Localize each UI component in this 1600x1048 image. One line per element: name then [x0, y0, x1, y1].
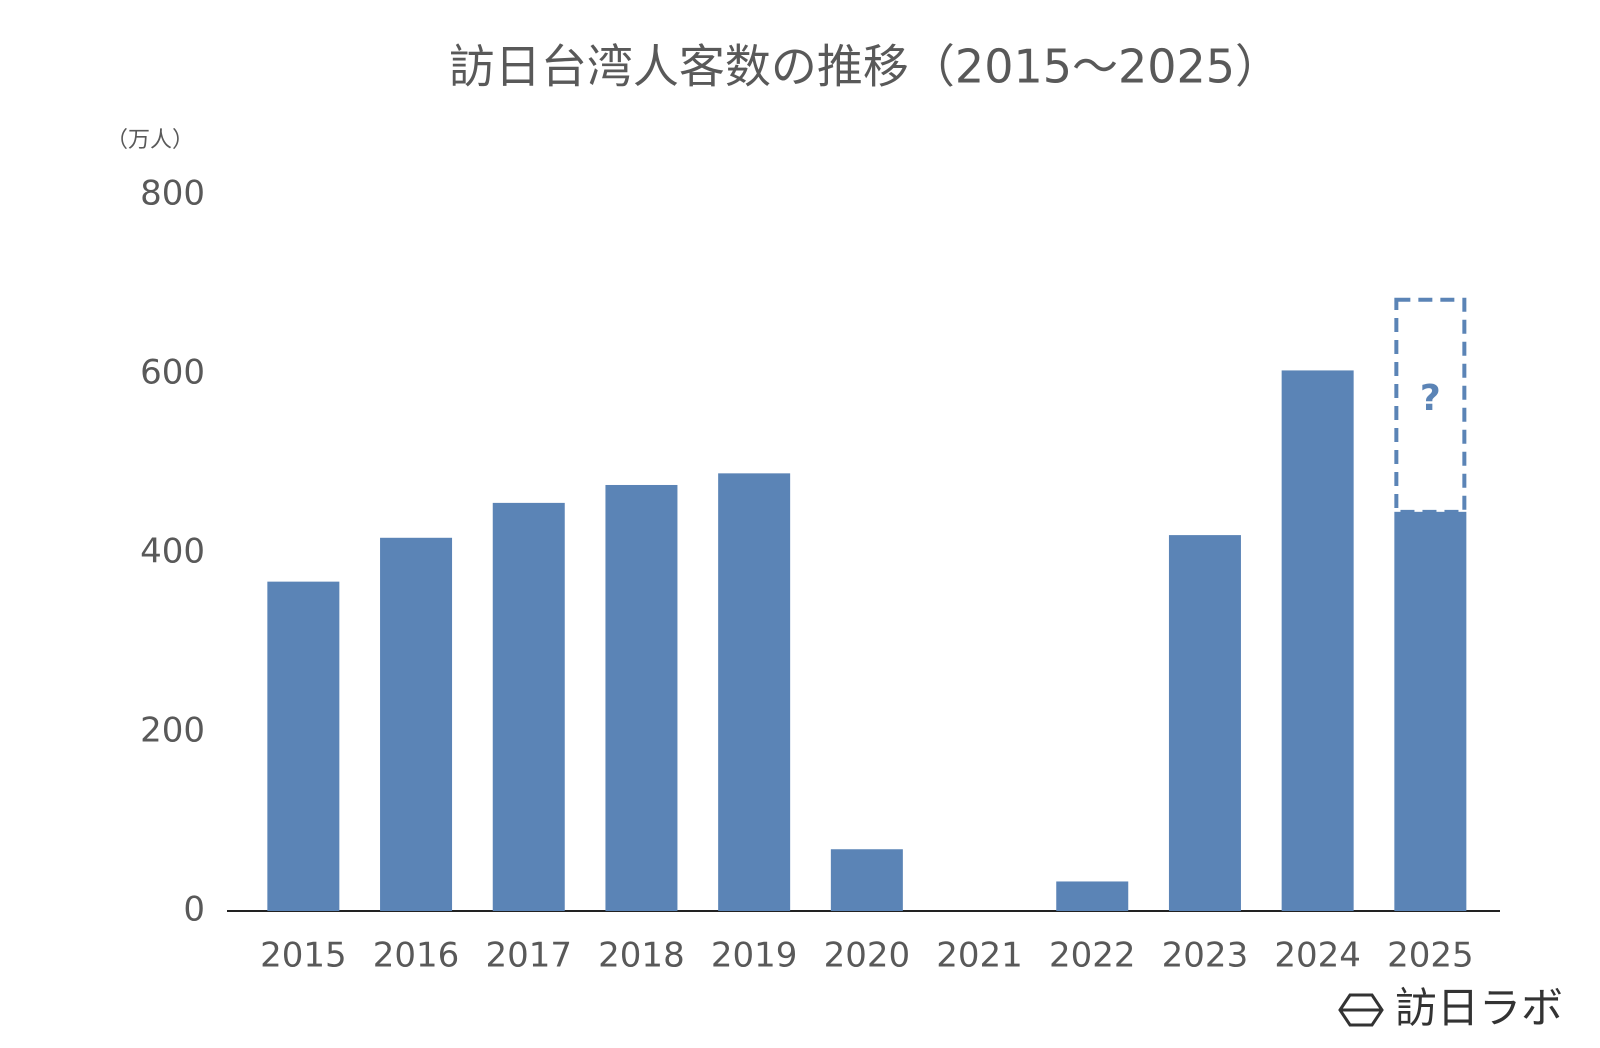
- x-tick-label: 2015: [260, 936, 347, 976]
- x-tick-label: 2023: [1162, 936, 1249, 976]
- bar: [830, 849, 903, 911]
- x-tick-label: 2020: [824, 936, 911, 976]
- logo-text: 訪日ラボ: [1395, 984, 1563, 1033]
- x-tick-label: 2024: [1274, 936, 1361, 976]
- bar: [492, 502, 565, 911]
- bar: [380, 537, 453, 911]
- y-tick-label: 800: [140, 174, 205, 214]
- y-tick-label: 400: [140, 532, 205, 572]
- chart-title: 訪日台湾人客数の推移（2015～2025）: [449, 40, 1281, 94]
- x-tick-label: 2017: [485, 936, 572, 976]
- x-tick-label: 2021: [936, 936, 1023, 976]
- bar: [267, 581, 340, 911]
- bar: [605, 484, 678, 911]
- y-tick-label: 200: [140, 711, 205, 751]
- x-tick-label: 2025: [1387, 936, 1474, 976]
- x-tick-label: 2018: [598, 936, 685, 976]
- bar: [718, 473, 791, 911]
- y-axis-label: （万人）: [106, 128, 194, 153]
- bar: [1394, 511, 1467, 911]
- bar: [1281, 370, 1354, 911]
- projection-label: ?: [1420, 378, 1441, 419]
- x-tick-label: 2016: [373, 936, 460, 976]
- projected-bar: [1394, 297, 1467, 514]
- logo: 訪日ラボ: [1338, 984, 1563, 1033]
- bar: [1056, 881, 1129, 911]
- y-tick-label: 600: [140, 353, 205, 393]
- x-tick-label: 2019: [711, 936, 798, 976]
- y-tick-label: 0: [183, 890, 205, 930]
- bar: [1168, 535, 1241, 911]
- x-tick-label: 2022: [1049, 936, 1136, 976]
